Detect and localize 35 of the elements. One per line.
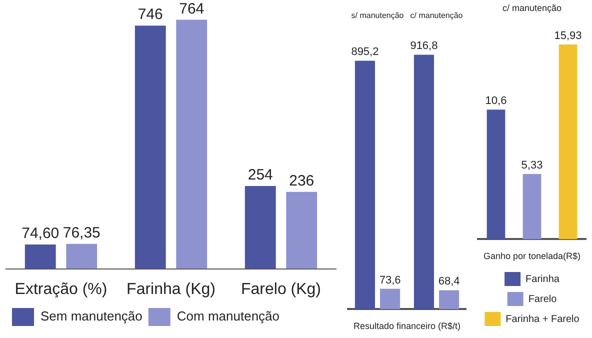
legend-label: Sem manutenção: [40, 308, 142, 324]
legend-label: Farelo: [528, 294, 558, 305]
x-tick-label: Farelo (Kg): [240, 280, 322, 298]
x-axis-title: Resultado financeiro (R$/t): [353, 321, 461, 332]
data-label: 764: [179, 0, 204, 18]
data-label: 15,93: [554, 30, 582, 42]
data-label: 746: [138, 6, 163, 24]
bar: [66, 244, 98, 269]
x-tick-label: s/ manutenção: [351, 11, 404, 20]
bar: [354, 60, 375, 310]
data-label: 74,60: [22, 225, 60, 242]
data-label: 254: [248, 166, 273, 184]
x-tick-label: Farinha (Kg): [126, 280, 216, 298]
x-tick-label: Extração (%): [14, 280, 108, 298]
data-label: 916,8: [410, 40, 438, 52]
bar: [414, 54, 434, 310]
bar: [134, 26, 166, 269]
data-label: 5,33: [521, 160, 543, 172]
bar: [286, 192, 318, 269]
x-axis-title: Ganho por tonelada(R$): [483, 251, 581, 262]
data-label: 73,6: [379, 274, 401, 286]
bar: [176, 20, 208, 269]
text: c/ manutenção: [502, 2, 562, 13]
legend-label: Com manutenção: [176, 308, 280, 324]
data-label: 68,4: [438, 276, 460, 288]
bar: [439, 290, 460, 310]
data-label: 236: [289, 172, 314, 190]
bar: [24, 244, 56, 269]
data-label: 76,35: [62, 224, 100, 242]
data-label: 895,2: [351, 46, 379, 58]
bar: [244, 186, 276, 269]
data-label: 10,6: [485, 95, 507, 108]
legend-label: Farinha + Farelo: [506, 314, 580, 325]
legend-label: Farinha: [526, 274, 560, 285]
bar: [380, 288, 400, 310]
